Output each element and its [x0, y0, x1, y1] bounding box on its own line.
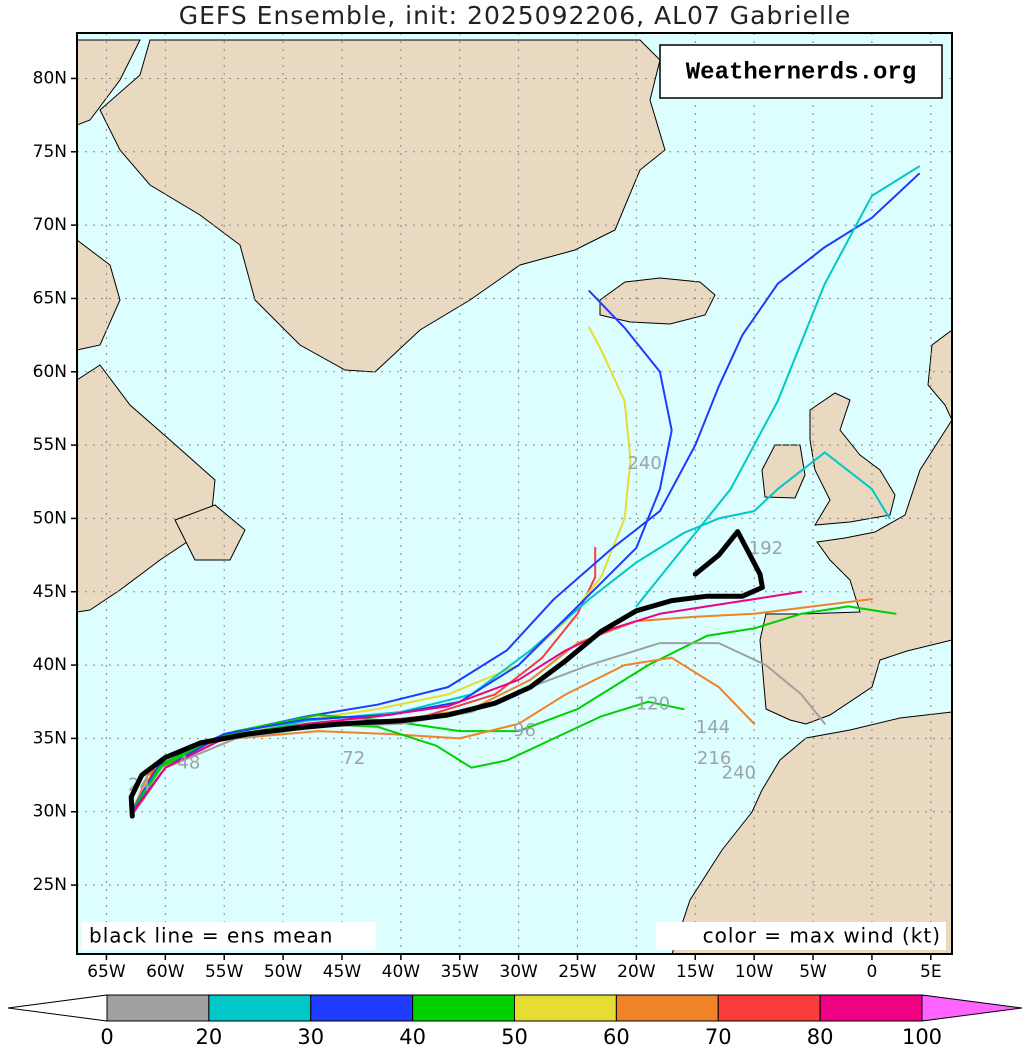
colorbar-label: 30 [297, 1025, 324, 1049]
note-right: color = max wind (kt) [703, 924, 941, 948]
watermark-frame [659, 44, 943, 99]
y-tick-label: 25N [33, 875, 67, 895]
y-tick-label: 75N [33, 142, 67, 162]
colorbar-label: 50 [501, 1025, 528, 1049]
colorbar-label: 20 [196, 1025, 223, 1049]
x-tick-label: 25W [558, 962, 597, 982]
hour-label: 48 [177, 752, 200, 773]
y-tick-label: 70N [33, 215, 67, 235]
ensemble-track [131, 290, 673, 813]
colorbar-label: 100 [902, 1025, 942, 1049]
hour-label: 192 [749, 538, 783, 559]
colorbar-segment [819, 994, 923, 1022]
map-title: GEFS Ensemble, init: 2025092206, AL07 Ga… [179, 1, 852, 30]
colorbar-label: 60 [603, 1025, 630, 1049]
x-tick-label: 5W [799, 962, 827, 982]
note-left: black line = ens mean [89, 924, 334, 948]
axes: 65W 60W 55W 50W 45W 40W 35W 30W 25W 20W 15W 10W 5W 0 5… [33, 68, 942, 982]
newfoundland [174, 504, 246, 561]
colorbar-label: 70 [705, 1025, 732, 1049]
x-tick-label: 0 [867, 962, 878, 982]
colorbar-segment [615, 994, 719, 1022]
watermark: Weathernerds.org [686, 59, 916, 86]
x-tick-label: 15W [676, 962, 715, 982]
colorbar-label: 0 [100, 1025, 113, 1049]
hour-label: 240 [627, 453, 661, 474]
x-tick-label: 65W [87, 962, 126, 982]
colorbar-segment [106, 994, 210, 1022]
colorbar-segment [310, 994, 414, 1022]
mean-track [128, 529, 765, 819]
europe [759, 329, 952, 725]
hour-label: 72 [342, 748, 365, 769]
x-tick-label: 60W [146, 962, 185, 982]
x-tick-label: 5E [920, 962, 942, 982]
y-tick-label: 35N [33, 728, 67, 748]
baffin-south [77, 239, 121, 351]
x-tick-label: 50W [264, 962, 303, 982]
hour-label: 144 [696, 717, 730, 738]
colorbar: 0 20 30 40 50 60 70 80 100 [7, 994, 1023, 1049]
ensemble-track [635, 165, 920, 608]
colorbar-segment [412, 994, 515, 1022]
colorbar-under [7, 994, 108, 1022]
x-tick-label: 45W [323, 962, 362, 982]
colorbar-label: 40 [399, 1025, 426, 1049]
hour-label: 216 [697, 748, 731, 769]
watermark-box: Weathernerds.org [659, 44, 943, 99]
hour-label: 120 [636, 694, 670, 715]
x-tick-label: 10W [735, 962, 774, 982]
x-tick-label: 35W [441, 962, 480, 982]
x-tick-label: 30W [499, 962, 538, 982]
y-tick-label: 60N [33, 362, 67, 382]
y-tick-label: 40N [33, 655, 67, 675]
x-tick-label: 40W [382, 962, 421, 982]
map-frame [76, 32, 953, 955]
greenland [99, 39, 666, 373]
y-tick-label: 50N [33, 508, 67, 528]
note-box [82, 922, 376, 950]
note-box [656, 922, 946, 950]
hour-label: 96 [513, 720, 536, 741]
baffin [77, 39, 141, 126]
grid [77, 33, 952, 954]
y-tick-label: 55N [33, 435, 67, 455]
y-tick-label: 65N [33, 288, 67, 308]
y-tick-label: 45N [33, 582, 67, 602]
colorbar-label: 80 [807, 1025, 834, 1049]
colorbar-segment [717, 994, 821, 1022]
land [77, 39, 952, 954]
y-tick-label: 30N [33, 802, 67, 822]
y-tick-label: 80N [33, 68, 67, 88]
colorbar-segment [208, 994, 312, 1022]
x-tick-label: 20W [617, 962, 656, 982]
colorbar-over [921, 994, 1023, 1022]
ensemble-track [134, 605, 897, 806]
colorbar-segment [514, 994, 617, 1022]
hour-label: 240 [722, 763, 756, 784]
x-tick-label: 55W [205, 962, 244, 982]
